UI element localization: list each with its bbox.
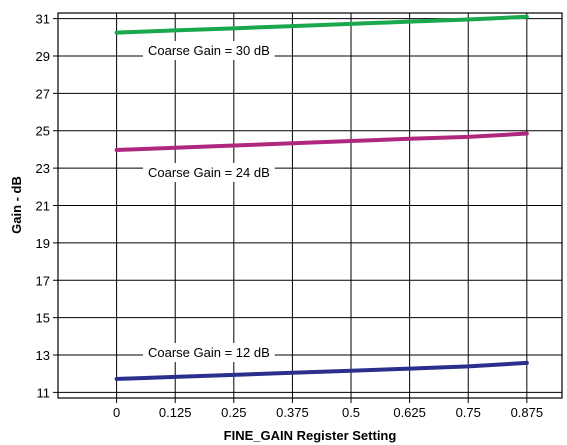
y-tick-label: 25 bbox=[36, 124, 50, 139]
series-label-bg bbox=[143, 163, 275, 182]
series-annotations: Coarse Gain = 30 dB Coarse Gain = 24 dB Co… bbox=[143, 41, 275, 362]
x-tick-labels: 0 0.125 0.25 0.375 0.5 0.625 0.75 0.875 bbox=[113, 405, 543, 420]
x-tick-label: 0.75 bbox=[456, 405, 481, 420]
y-tick-label: 15 bbox=[36, 311, 50, 326]
series-label: Coarse Gain = 30 dB bbox=[148, 43, 270, 58]
series-line bbox=[114, 14, 529, 35]
series-lines bbox=[114, 14, 529, 381]
y-tick-label: 31 bbox=[36, 12, 50, 27]
x-tick-label: 0.375 bbox=[276, 405, 309, 420]
grid bbox=[53, 13, 562, 403]
x-axis-title: FINE_GAIN Register Setting bbox=[224, 428, 397, 443]
y-tick-label: 29 bbox=[36, 49, 50, 64]
y-tick-label: 21 bbox=[36, 199, 50, 214]
series-line bbox=[114, 131, 529, 152]
series-label: Coarse Gain = 12 dB bbox=[148, 345, 270, 360]
series-label: Coarse Gain = 24 dB bbox=[148, 165, 270, 180]
y-tick-label: 13 bbox=[36, 348, 50, 363]
x-tick-label: 0.25 bbox=[221, 405, 246, 420]
x-tick-label: 0 bbox=[113, 405, 120, 420]
y-tick-label: 19 bbox=[36, 236, 50, 251]
y-tick-label: 23 bbox=[36, 161, 50, 176]
x-tick-label: 0.5 bbox=[342, 405, 360, 420]
y-tick-label: 17 bbox=[36, 273, 50, 288]
y-tick-label: 11 bbox=[37, 385, 51, 400]
x-tick-label: 0.125 bbox=[159, 405, 192, 420]
x-tick-label: 0.875 bbox=[511, 405, 544, 420]
series-label-bg bbox=[143, 41, 275, 60]
series-line bbox=[114, 360, 529, 381]
x-tick-label: 0.625 bbox=[393, 405, 426, 420]
series-label-bg bbox=[143, 343, 275, 362]
y-tick-labels: 11 13 15 17 19 21 23 25 27 29 31 bbox=[36, 12, 50, 401]
y-tick-label: 27 bbox=[36, 86, 50, 101]
y-axis-title: Gain - dB bbox=[9, 176, 24, 234]
